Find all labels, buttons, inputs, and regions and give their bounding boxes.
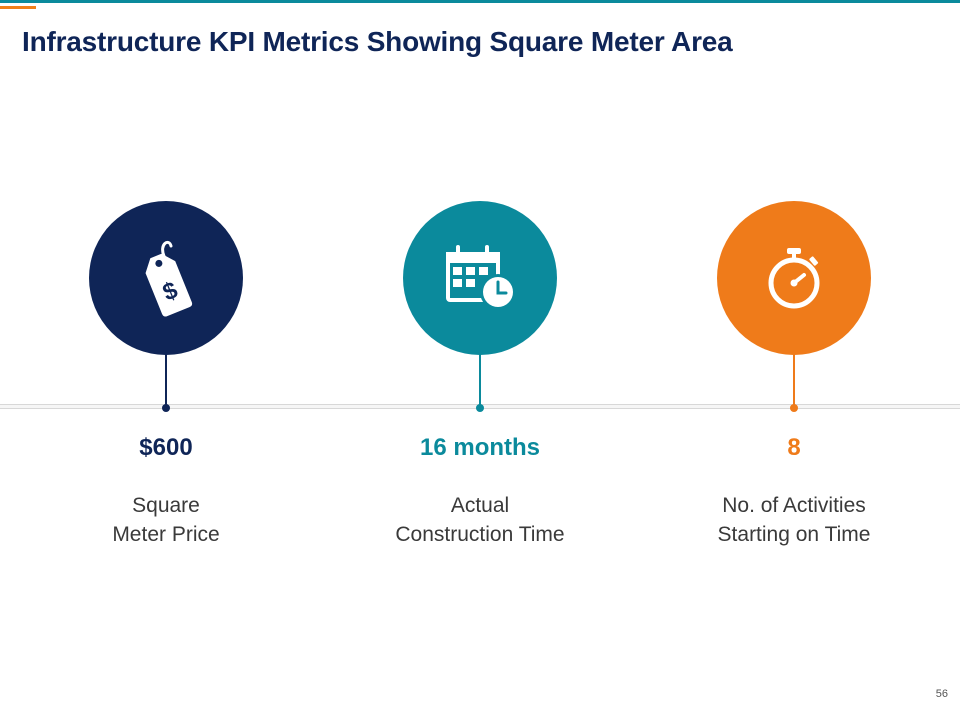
kpi-label-line: No. of Activities — [722, 494, 866, 517]
kpi-icon-circle: $ — [89, 201, 243, 355]
timeline-dot — [790, 404, 798, 412]
top-orange-accent — [0, 6, 36, 9]
top-accent-bar — [0, 0, 960, 3]
kpi-label-line: Starting on Time — [717, 523, 871, 546]
kpi-connector-line — [793, 354, 795, 408]
timeline-dot — [162, 404, 170, 412]
kpi-icon-circle — [717, 201, 871, 355]
kpi-label-line: Actual — [450, 494, 510, 517]
kpi-label: Actual Construction Time — [350, 491, 610, 549]
kpi-label: Square Meter Price — [36, 491, 296, 549]
page-number: 56 — [935, 688, 948, 700]
kpi-icon-circle — [403, 201, 557, 355]
kpi-label-line: Square — [132, 494, 200, 517]
kpi-label: No. of Activities Starting on Time — [664, 491, 924, 549]
price-tag-dollar-icon: $ — [145, 240, 193, 317]
timeline-dot — [476, 404, 484, 412]
kpi-value: $600 — [139, 434, 193, 461]
slide-title: Infrastructure KPI Metrics Showing Squar… — [22, 26, 733, 57]
kpi-label-line: Meter Price — [112, 523, 220, 546]
kpi-label-line: Construction Time — [395, 523, 565, 546]
kpi-connector-line — [165, 354, 167, 408]
stopwatch-icon — [768, 248, 820, 309]
kpi-connector-line — [479, 354, 481, 408]
kpi-value: 8 — [787, 434, 801, 461]
kpi-value: 16 months — [419, 434, 541, 461]
kpi-square-meter-price: $ $600 Square Meter Price — [36, 0, 296, 720]
kpi-construction-time: 16 months Actual Construction Time — [350, 0, 610, 720]
kpi-activities-on-time: 8 No. of Activities Starting on Time — [664, 0, 924, 720]
calendar-clock-icon — [446, 245, 516, 310]
